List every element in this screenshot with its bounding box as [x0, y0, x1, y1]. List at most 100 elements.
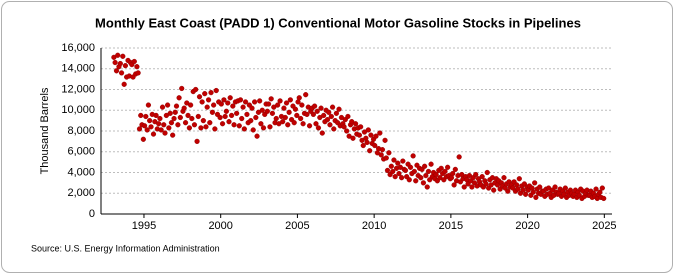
- data-point: [138, 112, 144, 119]
- data-point: [217, 114, 223, 121]
- data-point: [287, 97, 293, 103]
- data-point: [259, 107, 265, 113]
- data-point: [140, 136, 146, 142]
- data-point: [451, 182, 457, 188]
- data-point: [283, 100, 290, 106]
- data-point: [373, 133, 379, 139]
- data-point: [179, 85, 185, 92]
- x-tick-label: 2005: [285, 220, 309, 232]
- data-point: [286, 109, 292, 115]
- data-point: [260, 125, 267, 131]
- data-point: [400, 158, 406, 164]
- data-point: [198, 125, 204, 131]
- data-point: [143, 113, 149, 120]
- data-point: [350, 135, 356, 141]
- data-point: [158, 127, 164, 133]
- data-point: [234, 110, 240, 116]
- data-point: [285, 122, 291, 128]
- data-point: [562, 185, 568, 191]
- data-point: [275, 102, 281, 108]
- data-point: [358, 124, 364, 130]
- data-point: [280, 119, 286, 125]
- data-point: [167, 110, 173, 116]
- data-point: [185, 112, 191, 119]
- data-point: [386, 150, 392, 156]
- data-point: [227, 95, 233, 101]
- y-tick-label: 8,000: [67, 125, 95, 137]
- data-point: [491, 187, 497, 193]
- data-point: [520, 187, 526, 193]
- data-point: [318, 105, 324, 111]
- data-point: [150, 131, 157, 137]
- data-point: [345, 113, 351, 120]
- data-point: [411, 168, 417, 175]
- data-point: [207, 120, 213, 126]
- data-point: [352, 121, 359, 127]
- data-point: [422, 163, 428, 169]
- data-point: [223, 108, 229, 114]
- data-point: [298, 115, 304, 122]
- data-point: [200, 118, 206, 124]
- data-point: [205, 97, 212, 103]
- data-point: [537, 184, 543, 190]
- x-tick-label: 2020: [515, 220, 539, 232]
- data-point: [515, 186, 521, 192]
- data-point: [264, 108, 270, 114]
- data-point: [372, 142, 378, 149]
- data-point: [161, 122, 167, 128]
- data-point: [399, 175, 405, 181]
- data-point: [395, 160, 401, 166]
- data-point: [501, 175, 507, 181]
- data-point: [396, 170, 402, 177]
- data-point: [191, 122, 198, 128]
- data-point: [599, 185, 605, 191]
- data-point: [383, 155, 389, 161]
- y-tick-label: 4,000: [67, 166, 95, 178]
- data-point: [268, 96, 274, 102]
- data-point: [310, 111, 316, 118]
- data-point: [254, 133, 260, 139]
- data-point: [177, 114, 183, 121]
- data-point: [221, 97, 227, 103]
- data-point: [241, 126, 247, 132]
- data-point: [420, 180, 427, 186]
- y-tick-label: 12,000: [61, 83, 95, 95]
- y-tick-label: 16,000: [61, 42, 95, 54]
- data-point: [239, 115, 245, 122]
- data-point: [365, 127, 371, 133]
- data-point: [315, 125, 322, 131]
- data-point: [159, 104, 166, 110]
- data-point: [144, 127, 150, 133]
- data-point: [473, 171, 479, 178]
- data-point: [505, 188, 511, 194]
- data-point: [360, 142, 366, 149]
- data-point: [391, 157, 397, 163]
- chart-title: Monthly East Coast (PADD 1) Conventional…: [95, 15, 581, 30]
- data-point: [231, 122, 237, 128]
- data-point: [204, 104, 210, 110]
- data-point: [281, 105, 287, 111]
- data-point: [122, 63, 128, 69]
- data-point: [382, 137, 388, 143]
- data-point: [294, 112, 300, 119]
- data-point: [319, 130, 325, 136]
- data-point: [433, 171, 439, 178]
- data-point: [212, 126, 218, 132]
- data-point: [186, 125, 192, 131]
- data-point: [425, 168, 432, 175]
- data-point: [189, 115, 195, 122]
- data-point: [173, 103, 180, 109]
- data-point: [292, 106, 299, 112]
- data-point: [601, 195, 607, 202]
- data-point: [450, 170, 456, 177]
- data-point: [225, 100, 231, 106]
- data-point: [291, 120, 297, 126]
- data-point: [336, 106, 342, 112]
- x-tick-label: 2010: [362, 220, 386, 232]
- data-point: [175, 122, 181, 128]
- data-point: [193, 86, 199, 93]
- data-point: [211, 102, 217, 108]
- data-point: [456, 154, 462, 160]
- data-point: [203, 124, 209, 130]
